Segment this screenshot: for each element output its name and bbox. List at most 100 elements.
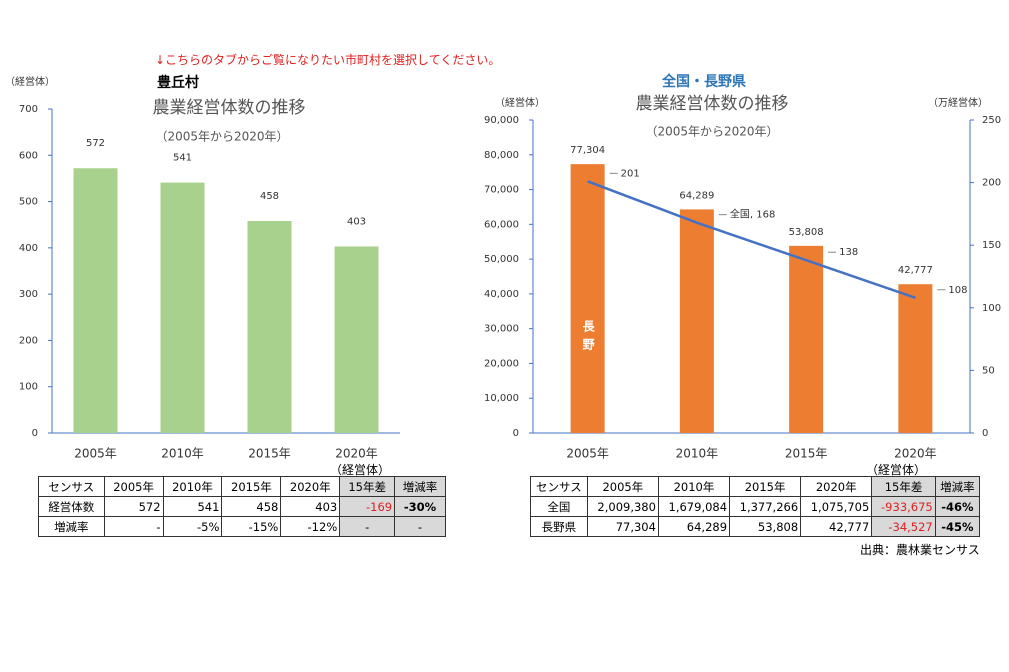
x-tick-label: 2010年	[676, 447, 719, 461]
table-unit: （経営体）	[866, 463, 927, 477]
bar	[898, 284, 933, 433]
bar	[247, 221, 292, 433]
table-cell: -169	[339, 496, 396, 517]
table-cell: 全国	[530, 496, 588, 517]
table-cell: 572	[103, 496, 164, 517]
table-cell: 経営体数	[38, 496, 105, 517]
y-tick-label: 500	[19, 197, 38, 208]
chart-title: 農業経営体数の推移	[153, 98, 306, 118]
table-cell: 増減率	[38, 516, 105, 537]
table-cell: センサス	[38, 476, 105, 497]
bar	[789, 245, 824, 433]
table-cell: 458	[221, 496, 282, 517]
table-cell: 1,679,084	[657, 496, 731, 517]
x-tick-label: 2010年	[161, 447, 204, 461]
table-row: 長野県 77,304 64,289 53,808 42,777 -34,527 -45%	[530, 516, 981, 537]
x-tick-label: 2020年	[335, 447, 378, 461]
data-label: 77,304	[570, 145, 605, 156]
data-label: 64,289	[679, 190, 714, 201]
y2-tick-label: 200	[982, 178, 1001, 189]
y2-axis-label: （万経営体）	[928, 96, 988, 109]
y-tick-label: 20,000	[484, 358, 519, 369]
y2-tick-label: 100	[982, 303, 1001, 314]
table-row: センサス 2005年 2010年 2015年 2020年 15年差 増減率	[530, 476, 981, 497]
table-cell: -15%	[221, 516, 282, 537]
table-cell: 53,808	[729, 516, 802, 537]
y-tick-label: 10,000	[484, 393, 519, 404]
notice: ↓こちらのタブからご覧になりたい市町村を選択してください。	[155, 53, 501, 67]
table-cell: 増減率	[934, 476, 981, 497]
y-tick-label: 90,000	[484, 115, 519, 126]
bar	[73, 168, 118, 433]
table-cell: 長野県	[530, 516, 588, 537]
table-cell: 2015年	[729, 476, 802, 497]
y-tick-label: 700	[19, 104, 38, 115]
table-cell: -45%	[934, 516, 981, 537]
y-tick-label: 70,000	[484, 185, 519, 196]
data-label: 53,808	[789, 227, 824, 238]
series-name: 長野	[581, 319, 595, 356]
bar	[679, 209, 714, 433]
chart-subtitle: （2005年から2020年）	[155, 130, 288, 144]
x-tick-label: 2005年	[74, 447, 117, 461]
table-row: 増減率 - -5% -15% -12% - -	[38, 516, 446, 537]
y-tick-label: 80,000	[484, 150, 519, 161]
y-tick-label: 600	[19, 150, 38, 161]
y-tick-label: 400	[19, 243, 38, 254]
table-cell: 増減率	[394, 476, 446, 497]
x-tick-label: 2015年	[248, 447, 291, 461]
table-cell: -	[394, 516, 446, 537]
x-tick-label: 2005年	[566, 447, 609, 461]
line	[587, 180, 916, 299]
table-cell: 1,377,266	[729, 496, 802, 517]
source: 出典：農林業センサス	[860, 543, 980, 557]
table-cell: 2005年	[586, 476, 659, 497]
table-row: 経営体数 572 541 458 403 -169 -30%	[38, 496, 446, 517]
table-cell: -46%	[934, 496, 981, 517]
y-tick-label: 200	[19, 335, 38, 346]
table-cell: 77,304	[586, 516, 659, 537]
y-tick-label: 0	[513, 428, 519, 439]
table-cell: -933,675	[871, 496, 936, 517]
table-cell: 2005年	[103, 476, 164, 497]
y-axis-label: （経営体）	[5, 75, 55, 88]
table-cell: 2020年	[280, 476, 341, 497]
data-label: 108	[948, 285, 967, 296]
table-cell: -34,527	[871, 516, 936, 537]
table-cell: 2015年	[221, 476, 282, 497]
y2-tick-label: 0	[982, 428, 988, 439]
y-tick-label: 100	[19, 382, 38, 393]
table-cell: 2010年	[657, 476, 731, 497]
y-tick-label: 30,000	[484, 324, 519, 335]
chart-subtitle: （2005年から2020年）	[645, 125, 778, 139]
table-cell: 2020年	[800, 476, 873, 497]
table-cell: 2,009,380	[586, 496, 659, 517]
data-label: 138	[839, 247, 858, 258]
table-cell: 15年差	[871, 476, 936, 497]
y2-tick-label: 150	[982, 240, 1001, 251]
table-cell: 403	[280, 496, 341, 517]
chart-title: 農業経営体数の推移	[636, 94, 789, 114]
table-cell: 15年差	[339, 476, 396, 497]
data-label: 458	[260, 191, 279, 202]
chart-heading: 全国・長野県	[661, 73, 746, 90]
table-cell: 2010年	[162, 476, 223, 497]
table-cell: 1,075,705	[800, 496, 873, 517]
table-cell: センサス	[530, 476, 588, 497]
y-tick-label: 40,000	[484, 289, 519, 300]
bar	[570, 164, 605, 433]
table: センサス 2005年 2010年 2015年 2020年 15年差 増減率 経営体数 572 54…	[38, 476, 446, 537]
table-unit: （経営体）	[330, 463, 391, 477]
table: センサス 2005年 2010年 2015年 2020年 15年差 増減率 全国 2,009,3…	[530, 476, 981, 537]
table-cell: -5%	[162, 516, 223, 537]
data-label: 全国, 168	[730, 208, 775, 221]
table-row: 全国 2,009,380 1,679,084 1,377,266 1,075,705 -9…	[530, 496, 981, 517]
table-cell: -	[103, 516, 164, 537]
data-label: 201	[621, 168, 640, 179]
x-tick-label: 2015年	[785, 447, 828, 461]
y-axis-label: （経営体）	[495, 96, 545, 109]
x-tick-label: 2020年	[894, 447, 937, 461]
y-tick-label: 50,000	[484, 254, 519, 265]
